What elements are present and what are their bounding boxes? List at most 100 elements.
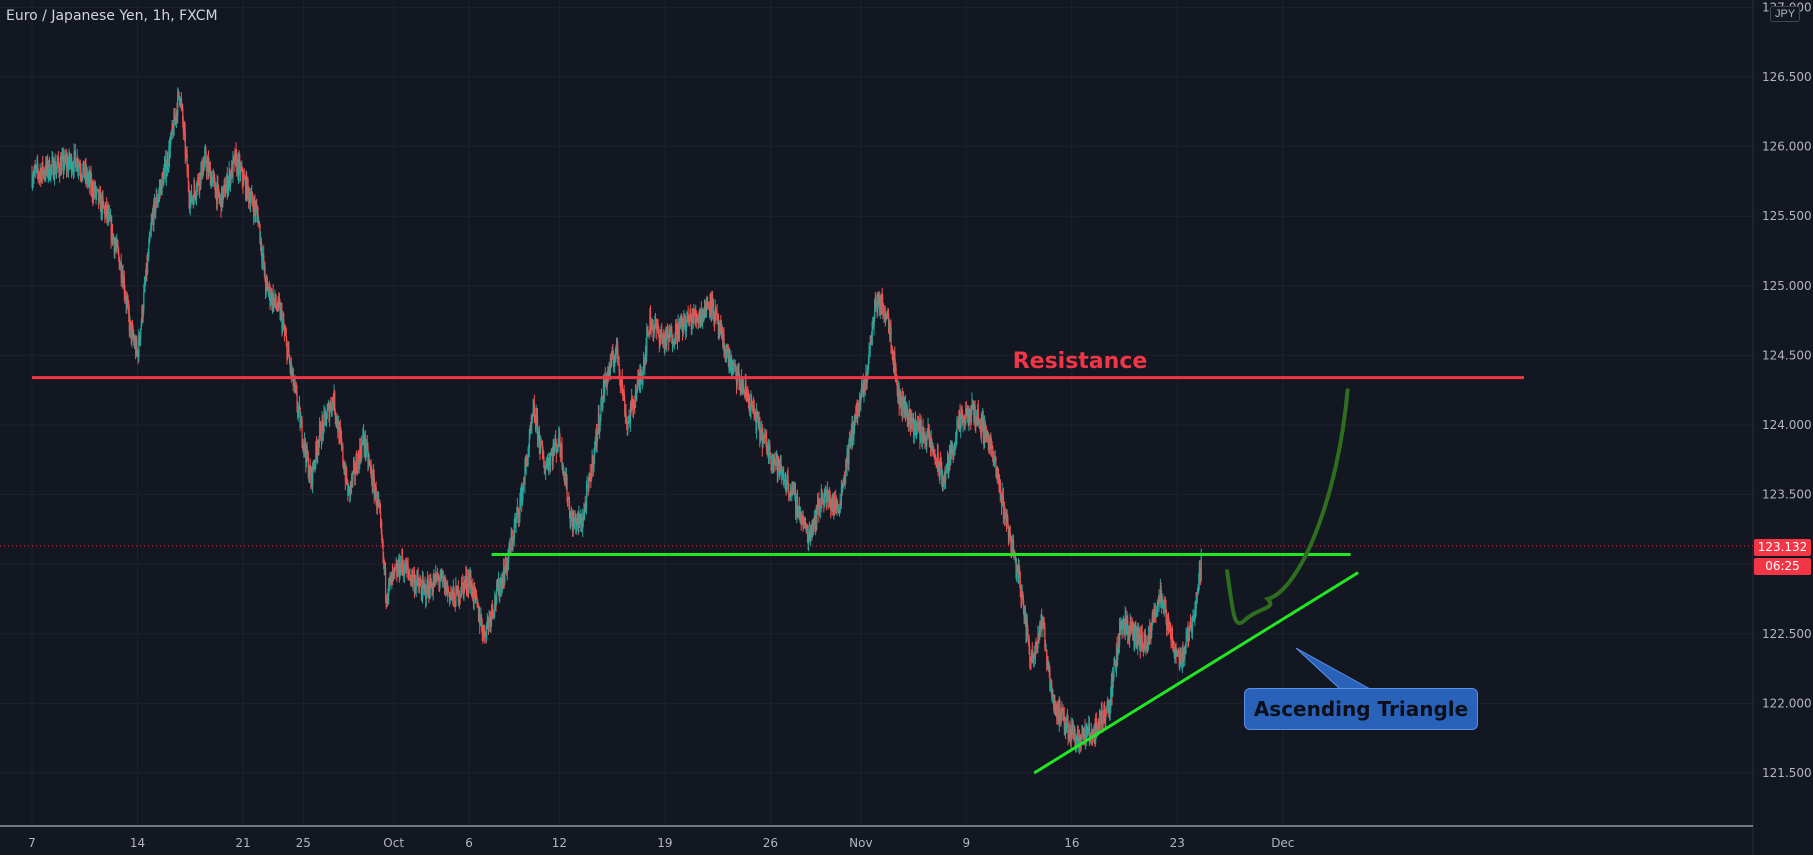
candle-body: [925, 443, 927, 446]
candle-body: [1160, 585, 1162, 597]
candle-body: [543, 456, 545, 467]
candle-body: [62, 154, 65, 171]
candle-body: [538, 431, 541, 448]
candle-body: [406, 563, 408, 569]
candle-body: [1064, 726, 1066, 731]
price-tick-label: 124.500: [1762, 348, 1812, 362]
candle-body: [92, 194, 94, 199]
time-axis[interactable]: 7 14 21 25 Oct 6 12 19 26 Nov 9 16 23 Dec: [28, 836, 1294, 850]
candle-body: [885, 314, 887, 321]
candle-body: [238, 158, 240, 176]
candle-body: [677, 323, 679, 340]
candle-body: [827, 490, 829, 503]
candle-body: [1117, 653, 1119, 661]
candle-body: [557, 446, 559, 448]
candle-body: [830, 504, 833, 509]
candle-body: [280, 308, 282, 318]
candle-body: [394, 567, 396, 570]
candle-body: [969, 414, 971, 419]
candle-body: [48, 160, 50, 174]
candle-body: [514, 522, 516, 526]
candle-body: [277, 309, 279, 311]
candle-body: [149, 234, 151, 236]
candle-body: [589, 473, 591, 479]
candle-body: [1056, 710, 1058, 719]
candle-body: [314, 463, 316, 468]
resistance-label[interactable]: Resistance: [1013, 349, 1148, 374]
candle-body: [1041, 614, 1043, 625]
price-axis[interactable]: 121.500122.000122.500123.000123.500124.0…: [1762, 0, 1812, 780]
candle-body: [732, 362, 735, 366]
candle-body: [491, 605, 493, 618]
candle-body: [391, 573, 393, 585]
candle-body: [1191, 627, 1193, 633]
candle-body: [612, 359, 615, 363]
candle-body: [253, 207, 255, 217]
candle-body: [319, 425, 321, 439]
candle-body: [1156, 607, 1158, 610]
candle-body: [77, 158, 79, 170]
candle-body: [302, 442, 304, 447]
candle-body: [425, 585, 427, 600]
candle-body: [670, 327, 672, 338]
candle-body: [248, 196, 250, 201]
candle-body: [85, 166, 87, 179]
symbol-title[interactable]: Euro / Japanese Yen, 1h, FXCM: [6, 8, 218, 24]
candle-body: [131, 327, 134, 329]
candle-body: [600, 402, 602, 417]
candle-body: [453, 587, 455, 596]
candle-body: [754, 414, 756, 416]
candle-body: [401, 555, 404, 568]
candle-body: [336, 416, 338, 420]
candle-body: [933, 448, 935, 452]
candle-body: [1184, 652, 1186, 659]
candle-body: [1111, 680, 1113, 697]
candle-body: [221, 188, 223, 204]
candle-body: [109, 214, 111, 221]
candle-body: [1043, 622, 1045, 624]
candle-body: [579, 513, 581, 525]
candle-body: [781, 474, 784, 478]
candle-body: [791, 486, 793, 494]
drawing-layer[interactable]: [32, 376, 1524, 775]
ascending-triangle-callout[interactable]: Ascending Triangle: [1244, 688, 1478, 730]
candle-body: [236, 159, 239, 173]
candle-body: [687, 313, 689, 320]
candle-body: [776, 454, 778, 460]
candle-body: [1039, 622, 1041, 631]
candle-body: [386, 600, 388, 602]
candle-body: [339, 428, 341, 443]
candle-body: [802, 515, 804, 529]
candle-body: [1148, 635, 1150, 641]
candle-body: [31, 174, 33, 186]
candle-body: [1076, 736, 1078, 743]
candle-body: [658, 326, 660, 335]
candle-body: [734, 363, 736, 365]
candle-body: [1044, 626, 1046, 648]
candle-body: [700, 309, 702, 319]
candle-body: [56, 163, 58, 168]
candle-body: [269, 286, 271, 303]
candle-body: [909, 408, 911, 418]
candle-body: [520, 487, 522, 497]
candle-body: [175, 111, 178, 120]
currency-badge[interactable]: JPY: [1770, 6, 1801, 22]
candle-body: [779, 464, 782, 472]
candle-body: [886, 314, 888, 319]
candle-body: [285, 335, 288, 341]
candle-body: [325, 416, 327, 425]
candle-body: [1031, 650, 1033, 663]
candle-body: [686, 312, 688, 323]
candle-body: [693, 309, 696, 316]
candle-body: [722, 333, 725, 346]
candle-body: [251, 192, 254, 202]
candle-body: [172, 124, 174, 128]
candle-body: [1132, 628, 1134, 639]
candle-body: [522, 484, 524, 492]
candle-body: [381, 529, 383, 540]
time-tick-label: 19: [657, 836, 672, 850]
candle-body: [72, 167, 75, 172]
candle-body: [1139, 634, 1141, 651]
candle-body: [1029, 659, 1032, 662]
